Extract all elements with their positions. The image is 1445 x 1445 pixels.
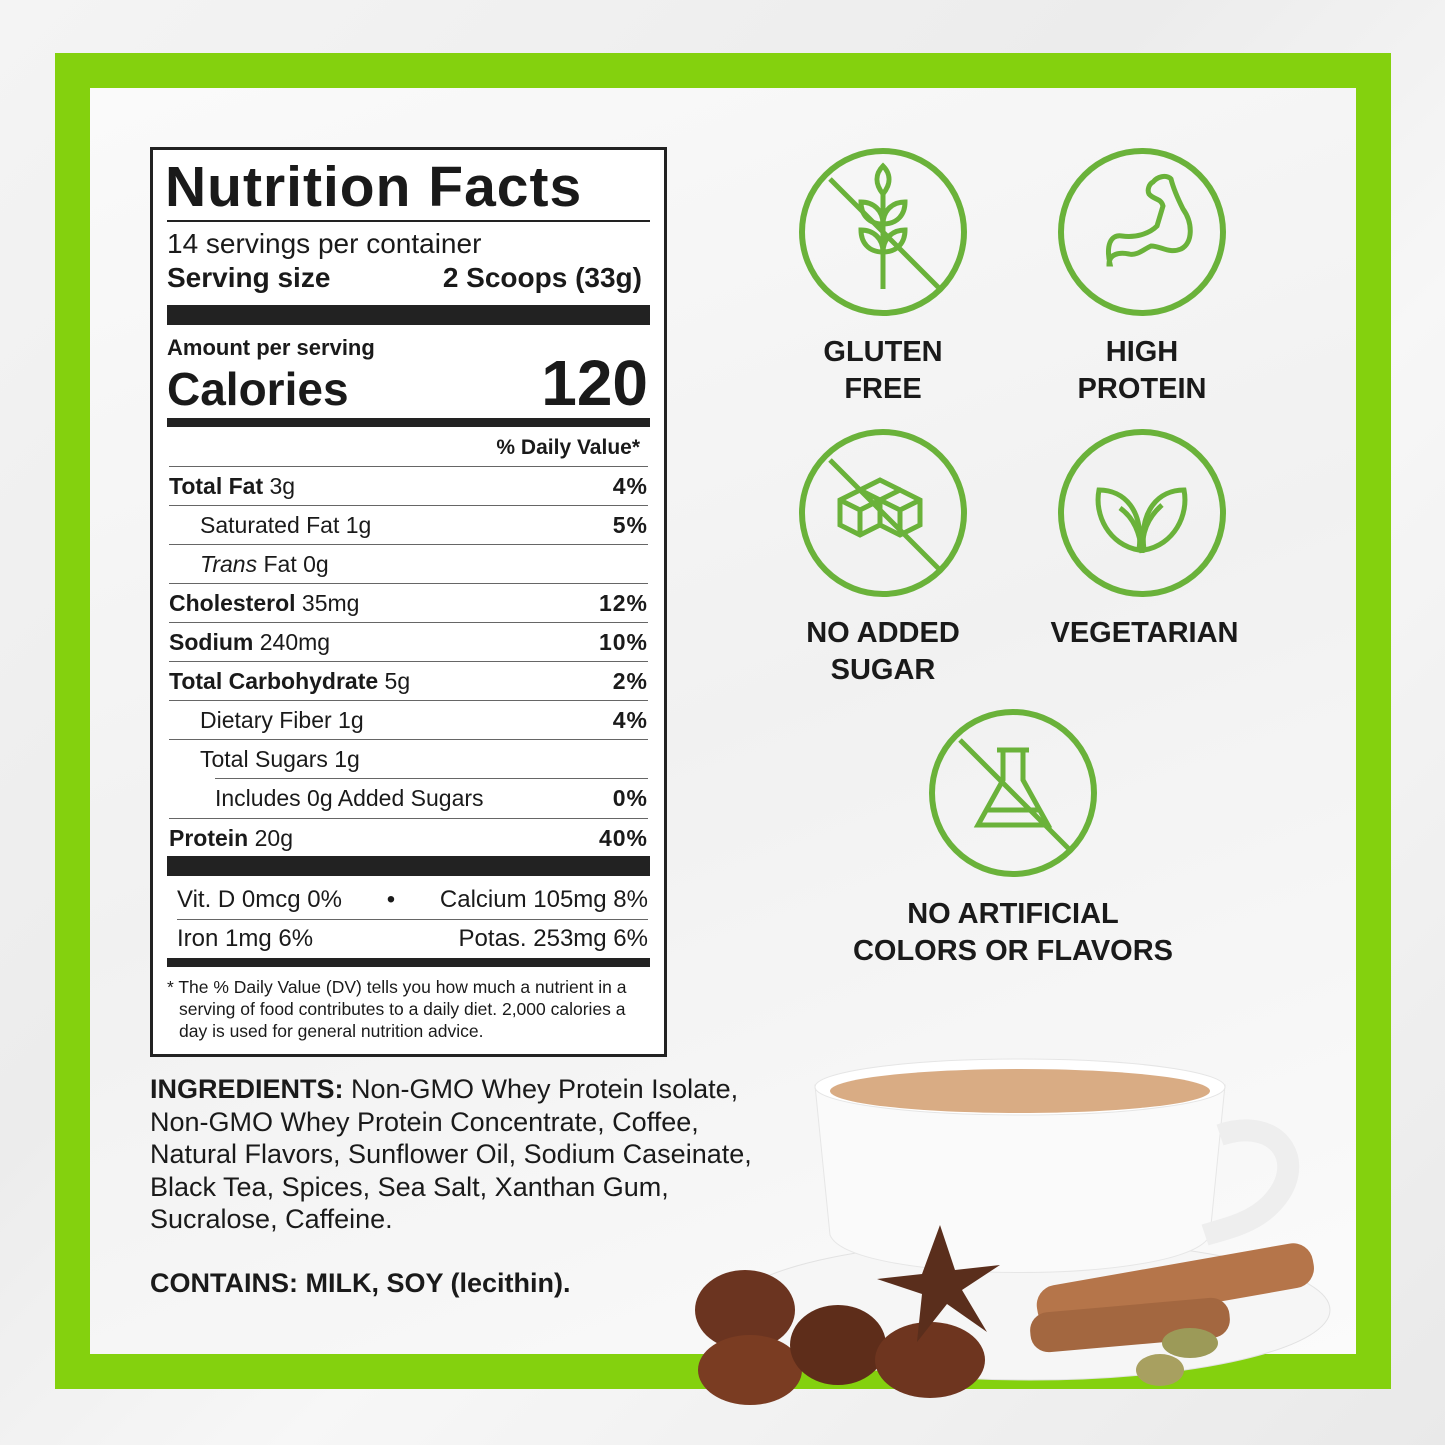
nutrient-row: Total Fat 3g 4%	[169, 466, 648, 505]
wheat-crossed-icon	[799, 148, 967, 316]
nutrient-row: Total Carbohydrate 5g 2%	[169, 661, 648, 700]
flask-crossed-icon	[929, 709, 1097, 877]
sugar-cubes-crossed-icon	[799, 429, 967, 597]
nutrient-row: Includes 0g Added Sugars 0%	[215, 778, 648, 818]
nutrient-row: Cholesterol 35mg 12%	[169, 583, 648, 622]
calories-value: 120	[541, 347, 648, 419]
amount-per-serving: Amount per serving	[167, 335, 375, 360]
serving-size-value: 2 Scoops (33g)	[442, 262, 642, 293]
nutrient-row: Trans Fat 0g	[169, 544, 648, 583]
badge-label-vegetarian: VEGETARIAN	[1050, 617, 1239, 649]
badge-label-no-added-sugar: NO ADDED SUGAR	[806, 617, 960, 686]
nutrient-row: Protein 20g 40%	[169, 818, 648, 857]
allergen-contains: CONTAINS: MILK, SOY (lecithin).	[150, 1268, 571, 1298]
nutrient-row: Dietary Fiber 1g 4%	[169, 700, 648, 739]
leaf-icon	[1058, 429, 1226, 597]
nutrition-title: Nutrition Facts	[165, 155, 583, 219]
daily-value-footnote: * The % Daily Value (DV) tells you how m…	[167, 977, 627, 1041]
chai-tea-cup-image	[695, 1058, 1331, 1405]
nutrient-row: Total Sugars 1g	[169, 739, 648, 778]
calories-label: Calories	[167, 363, 349, 415]
serving-size: Serving size 2 Scoops (33g)	[167, 262, 642, 294]
badge-label-gluten-free: GLUTEN FREE	[823, 336, 943, 405]
serving-size-label: Serving size	[167, 262, 331, 293]
nutrient-row: Saturated Fat 1g 5%	[169, 505, 648, 544]
servings-per-container: 14 servings per container	[167, 228, 482, 259]
flexed-arm-icon	[1058, 148, 1226, 316]
minerals-row: Iron 1mg 6% Potas. 253mg 6%	[177, 919, 648, 958]
badge-label-high-protein: HIGH PROTEIN	[1077, 336, 1207, 405]
vitamins-row: Vit. D 0mcg 0% • Calcium 105mg 8%	[177, 885, 648, 913]
daily-value-header: % Daily Value*	[496, 436, 640, 459]
ingredients: INGREDIENTS: Non-GMO Whey Protein Isolat…	[150, 1074, 752, 1234]
nutrient-row: Sodium 240mg 10%	[169, 622, 648, 661]
badge-label-no-artificial: NO ARTIFICIAL COLORS OR FLAVORS	[852, 898, 1174, 967]
nutrition-facts-panel: Nutrition Facts 14 servings per containe…	[150, 147, 667, 1057]
